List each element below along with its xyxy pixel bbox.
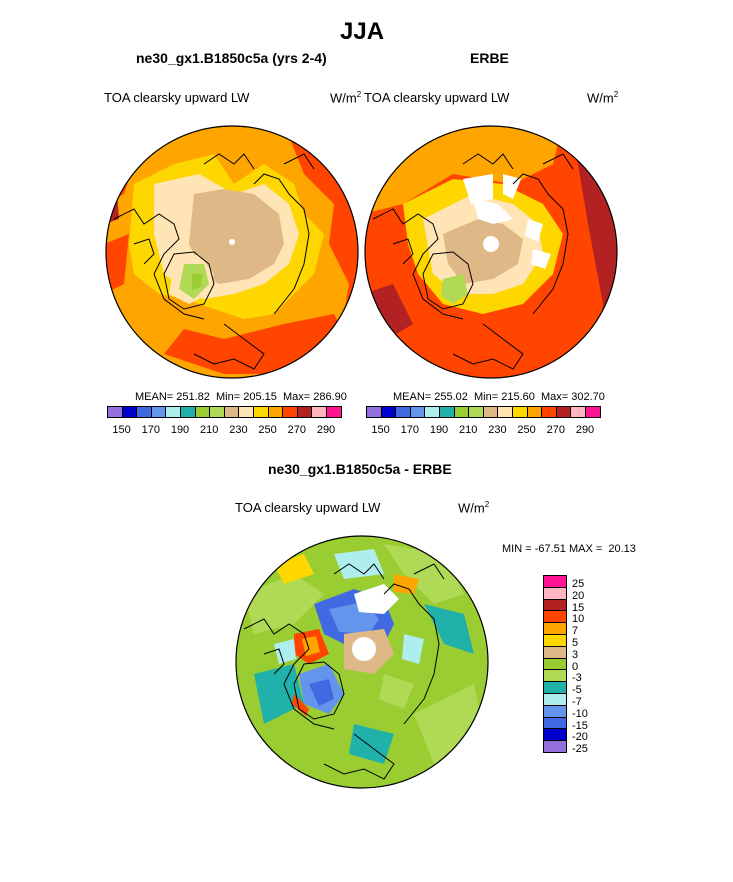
colorbar-swatch (482, 406, 499, 418)
model-units: W/m2 (330, 90, 362, 106)
diff-units: W/m2 (458, 500, 490, 516)
colorbar-swatch (194, 406, 211, 418)
colorbar-swatch (238, 406, 254, 418)
colorbar-swatch (424, 406, 440, 418)
diff-colorbar-tick-label: 15 (572, 601, 585, 614)
diff-colorbar-tick-label: 25 (572, 578, 585, 590)
colorbar-tick-label: 270 (546, 424, 565, 436)
diff-colorbar-tick-label: -20 (572, 731, 588, 744)
colorbar-swatch (468, 406, 484, 418)
model-field-label: TOA clearsky upward LW (104, 90, 250, 105)
colorbar-swatch (366, 406, 382, 418)
colorbar-swatch (380, 406, 397, 418)
colorbar-tick-label: 210 (200, 424, 219, 436)
colorbar-tick-label: 230 (488, 424, 507, 436)
model-panel-title: ne30_gx1.B1850c5a (yrs 2-4) (136, 50, 327, 66)
diff-colorbar-tick-label: 3 (572, 648, 579, 661)
colorbar-swatch (555, 406, 572, 418)
colorbar-tick-label: 210 (459, 424, 478, 436)
colorbar-swatch (438, 406, 455, 418)
diff-colorbar-tick-label: -15 (572, 719, 588, 732)
colorbar-swatch (209, 406, 225, 418)
colorbar-swatch (179, 406, 196, 418)
diff-colorbar-swatch (543, 740, 567, 753)
colorbar-swatch (511, 406, 528, 418)
obs-units: W/m2 (587, 90, 619, 106)
colorbar-swatch (267, 406, 284, 418)
diff-colorbar-tick-label: -25 (572, 743, 588, 756)
colorbar-tick-label: 170 (400, 424, 419, 436)
diff-colorbar-tick-label: 20 (572, 589, 585, 602)
colorbar-swatch (150, 406, 167, 418)
colorbar-tick-label: 290 (575, 424, 595, 436)
colorbar-swatch (252, 406, 269, 418)
colorbar-swatch (121, 406, 138, 418)
colorbar-tick-label: 190 (429, 424, 449, 436)
colorbar-swatch (311, 406, 327, 418)
obs-polar-map (364, 125, 618, 379)
model-polar-map (105, 125, 359, 379)
diff-colorbar-tick-label: 7 (572, 625, 579, 638)
colorbar-tick-label: 170 (141, 424, 160, 436)
colorbar-swatch (136, 406, 152, 418)
diff-panel-title: ne30_gx1.B1850c5a - ERBE (268, 461, 452, 477)
diff-colorbar-tick-label: -3 (572, 672, 582, 685)
colorbar-tick-label: 250 (517, 424, 536, 436)
colorbar-tick-label: 290 (316, 424, 336, 436)
model-colorbar (107, 406, 342, 418)
colorbar-swatch (107, 406, 123, 418)
model-stats: MEAN= 251.82 Min= 205.15 Max= 286.90 (135, 391, 347, 403)
diff-colorbar-tick-label: 0 (572, 660, 579, 673)
colorbar-swatch (497, 406, 513, 418)
colorbar-swatch (223, 406, 240, 418)
colorbar-swatch (409, 406, 426, 418)
colorbar-swatch (165, 406, 181, 418)
colorbar-tick-label: 230 (229, 424, 248, 436)
colorbar-swatch (296, 406, 313, 418)
colorbar-swatch (453, 406, 470, 418)
obs-panel-title: ERBE (470, 50, 509, 66)
obs-colorbar (366, 406, 601, 418)
colorbar-swatch (526, 406, 543, 418)
diff-colorbar-tick-label: -7 (572, 696, 582, 708)
colorbar-tick-label: 190 (170, 424, 190, 436)
colorbar-swatch (282, 406, 298, 418)
season-title: JJA (340, 18, 385, 45)
diff-colorbar-tick-label: -5 (572, 684, 582, 697)
diff-stats: MIN = -67.51 MAX = 20.13 (502, 543, 636, 555)
colorbar-swatch (584, 406, 601, 418)
obs-field-label: TOA clearsky upward LW (364, 90, 510, 105)
colorbar-swatch (570, 406, 586, 418)
diff-colorbar-tick-label: -10 (572, 707, 588, 720)
obs-stats: MEAN= 255.02 Min= 215.60 Max= 302.70 (393, 391, 605, 403)
colorbar-tick-label: 250 (258, 424, 277, 436)
diff-colorbar (543, 575, 567, 753)
diff-field-label: TOA clearsky upward LW (235, 500, 381, 515)
colorbar-swatch (541, 406, 557, 418)
diff-colorbar-tick-label: 10 (572, 613, 585, 626)
colorbar-swatch (395, 406, 411, 418)
diff-colorbar-tick-label: 5 (572, 637, 579, 649)
diff-polar-map (235, 535, 489, 789)
colorbar-tick-label: 150 (112, 424, 131, 436)
colorbar-swatch (325, 406, 342, 418)
colorbar-tick-label: 270 (287, 424, 306, 436)
colorbar-tick-label: 150 (371, 424, 390, 436)
